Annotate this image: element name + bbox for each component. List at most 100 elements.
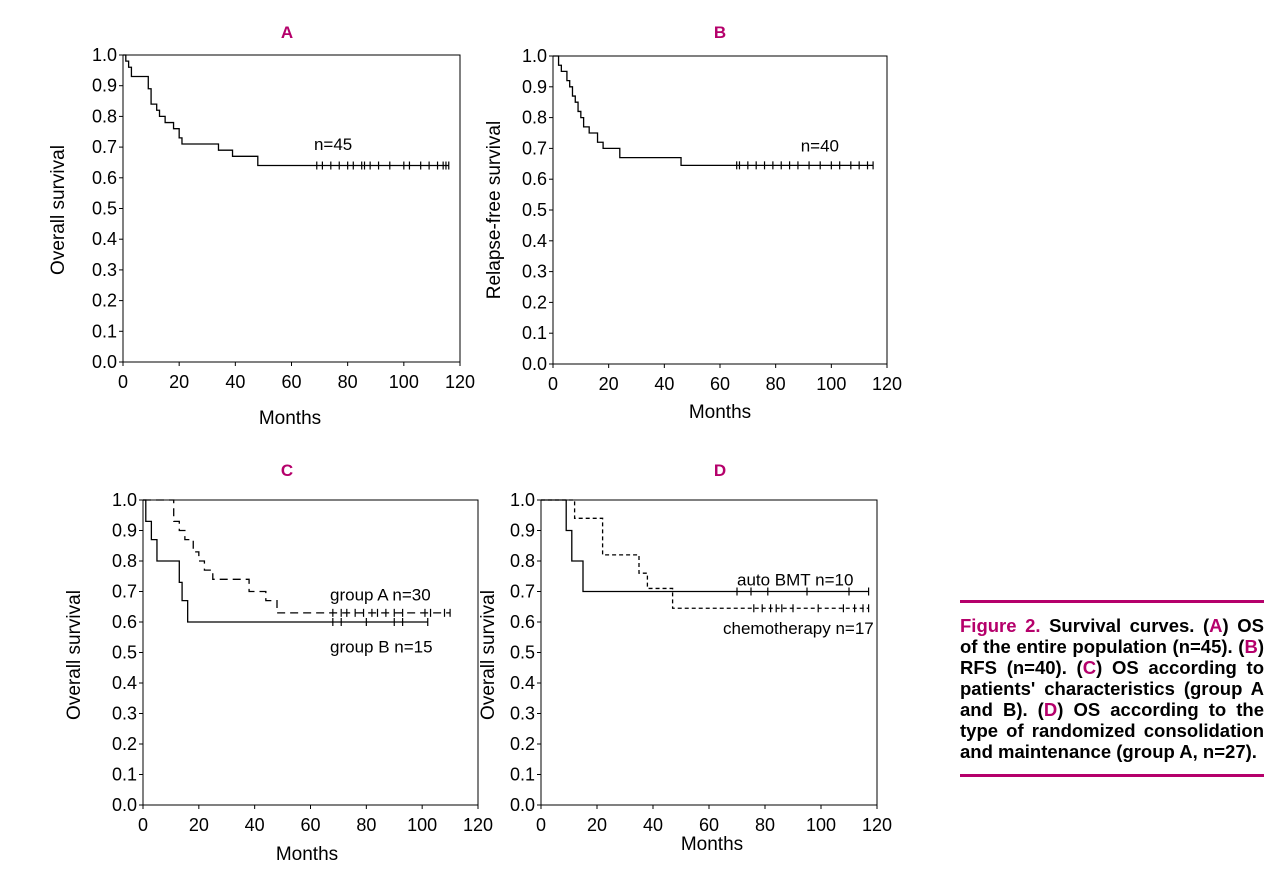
x-tick-label: 60 xyxy=(710,374,730,394)
caption-panel-ref: D xyxy=(1043,699,1058,720)
x-tick-label: 60 xyxy=(699,815,719,835)
y-tick-label: 0.2 xyxy=(522,292,547,312)
caption-panel-ref: B xyxy=(1244,636,1258,657)
x-tick-label: 40 xyxy=(225,372,245,392)
caption-panel-ref: C xyxy=(1082,657,1097,678)
y-tick-label: 0.0 xyxy=(510,795,535,815)
chart-panel-a: A 0.0 0.1 0.2 0.3 0.4 0.5 0.6 0.7 0.8 0.9 1.0 0 20 40 6… xyxy=(48,23,475,429)
y-tick-label: 0.1 xyxy=(522,323,547,343)
x-tick-label: 80 xyxy=(766,374,786,394)
x-tick-label: 100 xyxy=(407,815,437,835)
caption-title: Figure 2. xyxy=(960,615,1041,636)
x-tick-label: 80 xyxy=(755,815,775,835)
y-tick-label: 0.1 xyxy=(510,765,535,785)
y-tick-label: 0.6 xyxy=(92,168,117,188)
x-tick-label: 100 xyxy=(389,372,419,392)
x-tick-label: 60 xyxy=(281,372,301,392)
y-tick-label: 1.0 xyxy=(92,45,117,65)
x-tick-label: 80 xyxy=(356,815,376,835)
caption-panel-ref: A xyxy=(1209,615,1223,636)
y-tick-label: 0.5 xyxy=(510,643,535,663)
x-tick-label: 100 xyxy=(806,815,836,835)
y-tick-label: 0.7 xyxy=(112,582,137,602)
y-tick-label: 0.5 xyxy=(522,200,547,220)
x-tick-label: 0 xyxy=(118,372,128,392)
x-axis-label: Months xyxy=(259,408,321,429)
y-tick-label: 0.9 xyxy=(510,521,535,541)
survival-curve xyxy=(123,54,449,167)
x-tick-label: 60 xyxy=(300,815,320,835)
y-tick-label: 0.4 xyxy=(522,231,547,251)
panel-label: B xyxy=(714,23,726,42)
y-tick-label: 0.8 xyxy=(510,551,535,571)
caption-text: Survival curves. ( xyxy=(1040,615,1210,636)
survival-curve xyxy=(553,55,874,166)
caption-text: ) RFS (n=40). ( xyxy=(960,636,1264,678)
series-label: chemotherapy n=17 xyxy=(723,619,874,638)
y-tick-label: 0.7 xyxy=(522,138,547,158)
x-tick-label: 120 xyxy=(872,374,902,394)
y-tick-label: 0.8 xyxy=(92,106,117,126)
y-axis-label: Relapse-free survival xyxy=(484,121,505,299)
x-tick-label: 20 xyxy=(587,815,607,835)
y-tick-label: 0.5 xyxy=(112,643,137,663)
y-tick-label: 0.4 xyxy=(510,673,535,693)
x-axis-label: Months xyxy=(689,402,751,423)
y-tick-label: 0.2 xyxy=(112,734,137,754)
x-tick-label: 120 xyxy=(445,372,475,392)
y-tick-label: 0.1 xyxy=(92,321,117,341)
y-tick-label: 0.2 xyxy=(510,734,535,754)
x-tick-label: 80 xyxy=(338,372,358,392)
series-label: group B n=15 xyxy=(330,638,433,657)
series-label: group A n=30 xyxy=(330,586,431,605)
plot-frame xyxy=(552,55,888,365)
y-tick-label: 0.6 xyxy=(510,612,535,632)
x-tick-label: 120 xyxy=(862,815,892,835)
survival-curve xyxy=(143,499,451,614)
series-label: n=45 xyxy=(314,135,352,154)
y-tick-label: 0.0 xyxy=(522,354,547,374)
chart-panel-d: D 0.0 0.1 0.2 0.3 0.4 0.5 0.6 0.7 0.8 0.9 1.0 0 20 40 6… xyxy=(478,461,892,855)
y-tick-label: 0.6 xyxy=(112,612,137,632)
figure-caption: Figure 2. Survival curves. (A) OS of the… xyxy=(960,600,1264,777)
caption-text: ) OS of the entire population (n=45). ( xyxy=(960,615,1264,657)
y-axis-label: Overall survival xyxy=(64,590,85,720)
y-tick-label: 0.6 xyxy=(522,169,547,189)
x-axis-label: Months xyxy=(681,834,743,855)
caption-text: ) OS according to patients' characterist… xyxy=(960,657,1264,720)
panel-label: A xyxy=(281,23,293,42)
x-tick-label: 40 xyxy=(643,815,663,835)
chart-panel-b: B 0.0 0.1 0.2 0.3 0.4 0.5 0.6 0.7 0.8 0.9 1.0 0 20 40 6… xyxy=(484,23,902,423)
y-tick-label: 0.4 xyxy=(112,673,137,693)
y-axis-label: Overall survival xyxy=(478,590,499,720)
y-tick-label: 1.0 xyxy=(510,490,535,510)
y-tick-label: 0.8 xyxy=(112,551,137,571)
caption-text: ) OS according to the type of randomized… xyxy=(960,699,1264,762)
y-axis-label: Overall survival xyxy=(48,145,69,275)
chart-panel-c: C 0.0 0.1 0.2 0.3 0.4 0.5 0.6 0.7 0.8 0.9 1.0 0 20 40 6… xyxy=(64,461,493,865)
y-tick-label: 1.0 xyxy=(112,490,137,510)
panel-label: D xyxy=(714,461,726,480)
y-tick-label: 0.4 xyxy=(92,229,117,249)
y-tick-label: 0.3 xyxy=(510,704,535,724)
y-tick-label: 0.2 xyxy=(92,291,117,311)
panel-label: C xyxy=(281,461,293,480)
x-tick-label: 40 xyxy=(245,815,265,835)
x-tick-label: 120 xyxy=(463,815,493,835)
x-tick-label: 0 xyxy=(548,374,558,394)
plot-frame xyxy=(122,54,461,363)
y-tick-label: 0.1 xyxy=(112,765,137,785)
y-tick-label: 0.8 xyxy=(522,108,547,128)
x-tick-label: 20 xyxy=(169,372,189,392)
series-label: auto BMT n=10 xyxy=(737,570,853,589)
x-tick-label: 100 xyxy=(816,374,846,394)
y-tick-label: 0.9 xyxy=(92,76,117,96)
y-tick-label: 0.9 xyxy=(112,521,137,541)
y-tick-label: 0.0 xyxy=(112,795,137,815)
plot-frame xyxy=(540,499,878,806)
y-tick-label: 0.9 xyxy=(522,77,547,97)
y-tick-label: 0.7 xyxy=(92,137,117,157)
survival-curve xyxy=(143,499,428,623)
y-tick-label: 0.3 xyxy=(522,262,547,282)
y-tick-label: 0.3 xyxy=(112,704,137,724)
